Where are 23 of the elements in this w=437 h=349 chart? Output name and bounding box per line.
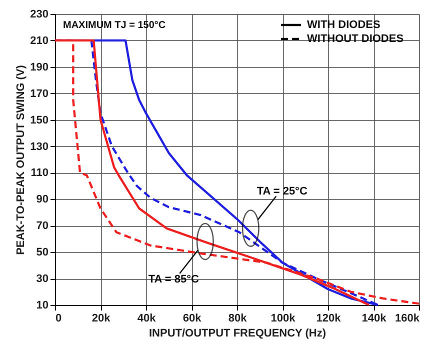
x-axis-title: INPUT/OUTPUT FREQUENCY (Hz) (148, 328, 326, 340)
y-tick-label: 30 (36, 273, 48, 286)
x-tick-label: 40k (137, 312, 157, 324)
y-tick-label: 130 (30, 140, 48, 153)
x-tick-label: 140k (362, 312, 388, 324)
x-tick-label: 160k (395, 312, 420, 324)
x-tick-label: 20k (92, 312, 112, 324)
y-tick-label: 70 (36, 220, 48, 232)
y-tick-label: 170 (30, 88, 48, 100)
y-tick-label: 230 (30, 8, 48, 20)
x-tick-label: 100k (270, 312, 296, 324)
y-axis-title: PEAK-TO-PEAK OUTPUT SWING (V) (15, 64, 28, 255)
x-tick-label: 120k (316, 312, 342, 324)
y-tick-label: 50 (36, 246, 48, 259)
y-tick-label: 190 (30, 61, 48, 74)
x-tick-label: 0 (56, 312, 62, 324)
x-tick-label: 60k (182, 312, 202, 324)
y-tick-label: 90 (36, 194, 48, 206)
x-tick-label: 80k (228, 312, 248, 324)
y-tick-label: 10 (36, 300, 48, 312)
y-tick-label: 110 (30, 167, 48, 180)
y-tick-label: 210 (30, 34, 48, 47)
y-tick-label: 150 (30, 114, 48, 126)
